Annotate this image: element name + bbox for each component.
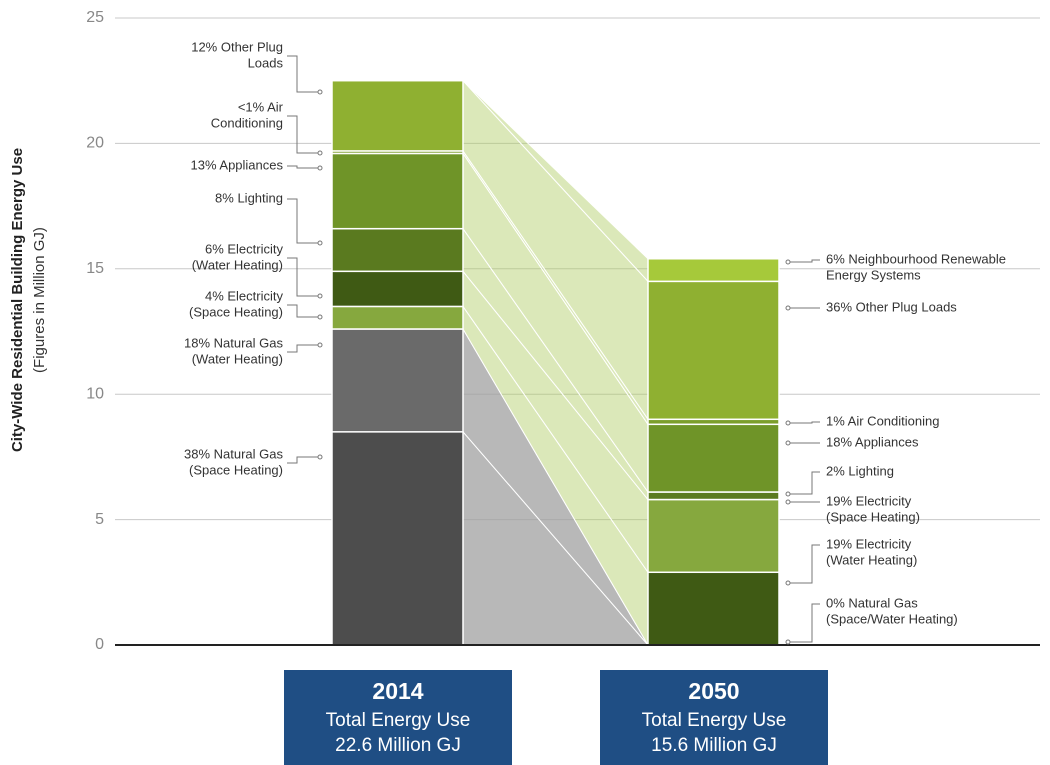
bar-segment <box>647 571 780 646</box>
leader-line <box>287 304 318 318</box>
segment-label: 13% Appliances <box>190 157 283 172</box>
leader-dot <box>317 342 323 348</box>
leader-line <box>790 471 820 495</box>
leader-dot <box>785 420 791 426</box>
leader-dot <box>785 639 791 645</box>
y-axis-label: City-Wide Residential Building Energy Us… <box>9 148 26 452</box>
bar-segment <box>647 423 780 493</box>
segment-label: 8% Lighting <box>215 190 283 205</box>
bar-segment <box>331 227 464 273</box>
leader-dot <box>785 580 791 586</box>
leader-line <box>790 603 820 643</box>
bar-segment <box>647 418 780 426</box>
segment-label: (Water Heating) <box>826 552 917 567</box>
segment-label: (Space Heating) <box>826 509 920 524</box>
leader-dot <box>785 305 791 311</box>
bar-segment <box>331 305 464 330</box>
y-tick-label: 15 <box>86 260 104 277</box>
leader-line <box>287 257 318 297</box>
leader-dot <box>785 491 791 497</box>
leader-dot <box>317 293 323 299</box>
segment-label: 4% Electricity <box>205 288 284 303</box>
segment-label: 19% Electricity <box>826 493 912 508</box>
category-label: 2050 <box>688 678 739 704</box>
leader-line <box>790 421 820 424</box>
leader-line <box>287 198 318 244</box>
leader-dot <box>317 89 323 95</box>
category-caption: 15.6 Million GJ <box>651 735 777 756</box>
leader-line <box>287 456 318 464</box>
bands <box>462 79 650 647</box>
leader-line <box>287 55 318 93</box>
bar-segment <box>331 152 464 230</box>
y-tick-label: 10 <box>86 385 104 402</box>
leader-line <box>287 165 318 169</box>
leader-dot <box>317 150 323 156</box>
segment-label: (Water Heating) <box>192 257 283 272</box>
segment-label: 0% Natural Gas <box>826 595 918 610</box>
leader-line <box>790 544 820 584</box>
leader-dot <box>785 259 791 265</box>
bar-segment <box>647 498 780 574</box>
bar-segment <box>331 431 464 646</box>
segment-label: Energy Systems <box>826 267 921 282</box>
y-tick-label: 0 <box>95 636 104 653</box>
y-tick-label: 20 <box>86 135 104 152</box>
category-caption: Total Energy Use <box>642 710 787 731</box>
bar-segment <box>331 270 464 308</box>
segment-label: (Water Heating) <box>192 351 283 366</box>
segment-label: 1% Air Conditioning <box>826 413 939 428</box>
segment-label: 19% Electricity <box>826 536 912 551</box>
leader-dot <box>317 240 323 246</box>
segment-label: <1% Air <box>238 99 284 114</box>
segment-label: 18% Appliances <box>826 434 919 449</box>
segment-label: (Space/Water Heating) <box>826 611 958 626</box>
bar-segment <box>331 79 464 152</box>
y-tick-label: 25 <box>86 9 104 26</box>
segment-label: 2% Lighting <box>826 463 894 478</box>
segment-label: 18% Natural Gas <box>184 335 283 350</box>
segment-label: (Space Heating) <box>189 304 283 319</box>
leader-line <box>287 115 318 154</box>
leader-dot <box>785 440 791 446</box>
leader-dot <box>317 165 323 171</box>
segment-label: (Space Heating) <box>189 462 283 477</box>
category-caption: 22.6 Million GJ <box>335 735 461 756</box>
category-caption: Total Energy Use <box>326 710 471 731</box>
y-axis-sublabel: (Figures in Million GJ) <box>31 227 48 373</box>
category-label: 2014 <box>372 678 423 704</box>
bars <box>331 79 780 646</box>
bar-segment <box>647 258 780 283</box>
segment-label: Loads <box>248 55 284 70</box>
segment-label: 12% Other Plug <box>191 39 283 54</box>
leader-line <box>790 259 820 263</box>
segment-label: 6% Electricity <box>205 241 284 256</box>
category-box <box>600 670 828 765</box>
segment-label: 6% Neighbourhood Renewable <box>826 251 1006 266</box>
bar-segment <box>647 491 780 501</box>
category-box <box>284 670 512 765</box>
leader-dot <box>785 499 791 505</box>
segment-label: 38% Natural Gas <box>184 446 283 461</box>
bar-segment <box>331 328 464 433</box>
leader-line <box>287 344 318 353</box>
leader-dot <box>317 314 323 320</box>
y-tick-label: 5 <box>95 511 104 528</box>
leader-dot <box>317 454 323 460</box>
segment-label: Conditioning <box>211 115 283 130</box>
bar-segment <box>647 280 780 421</box>
segment-label: 36% Other Plug Loads <box>826 299 957 314</box>
